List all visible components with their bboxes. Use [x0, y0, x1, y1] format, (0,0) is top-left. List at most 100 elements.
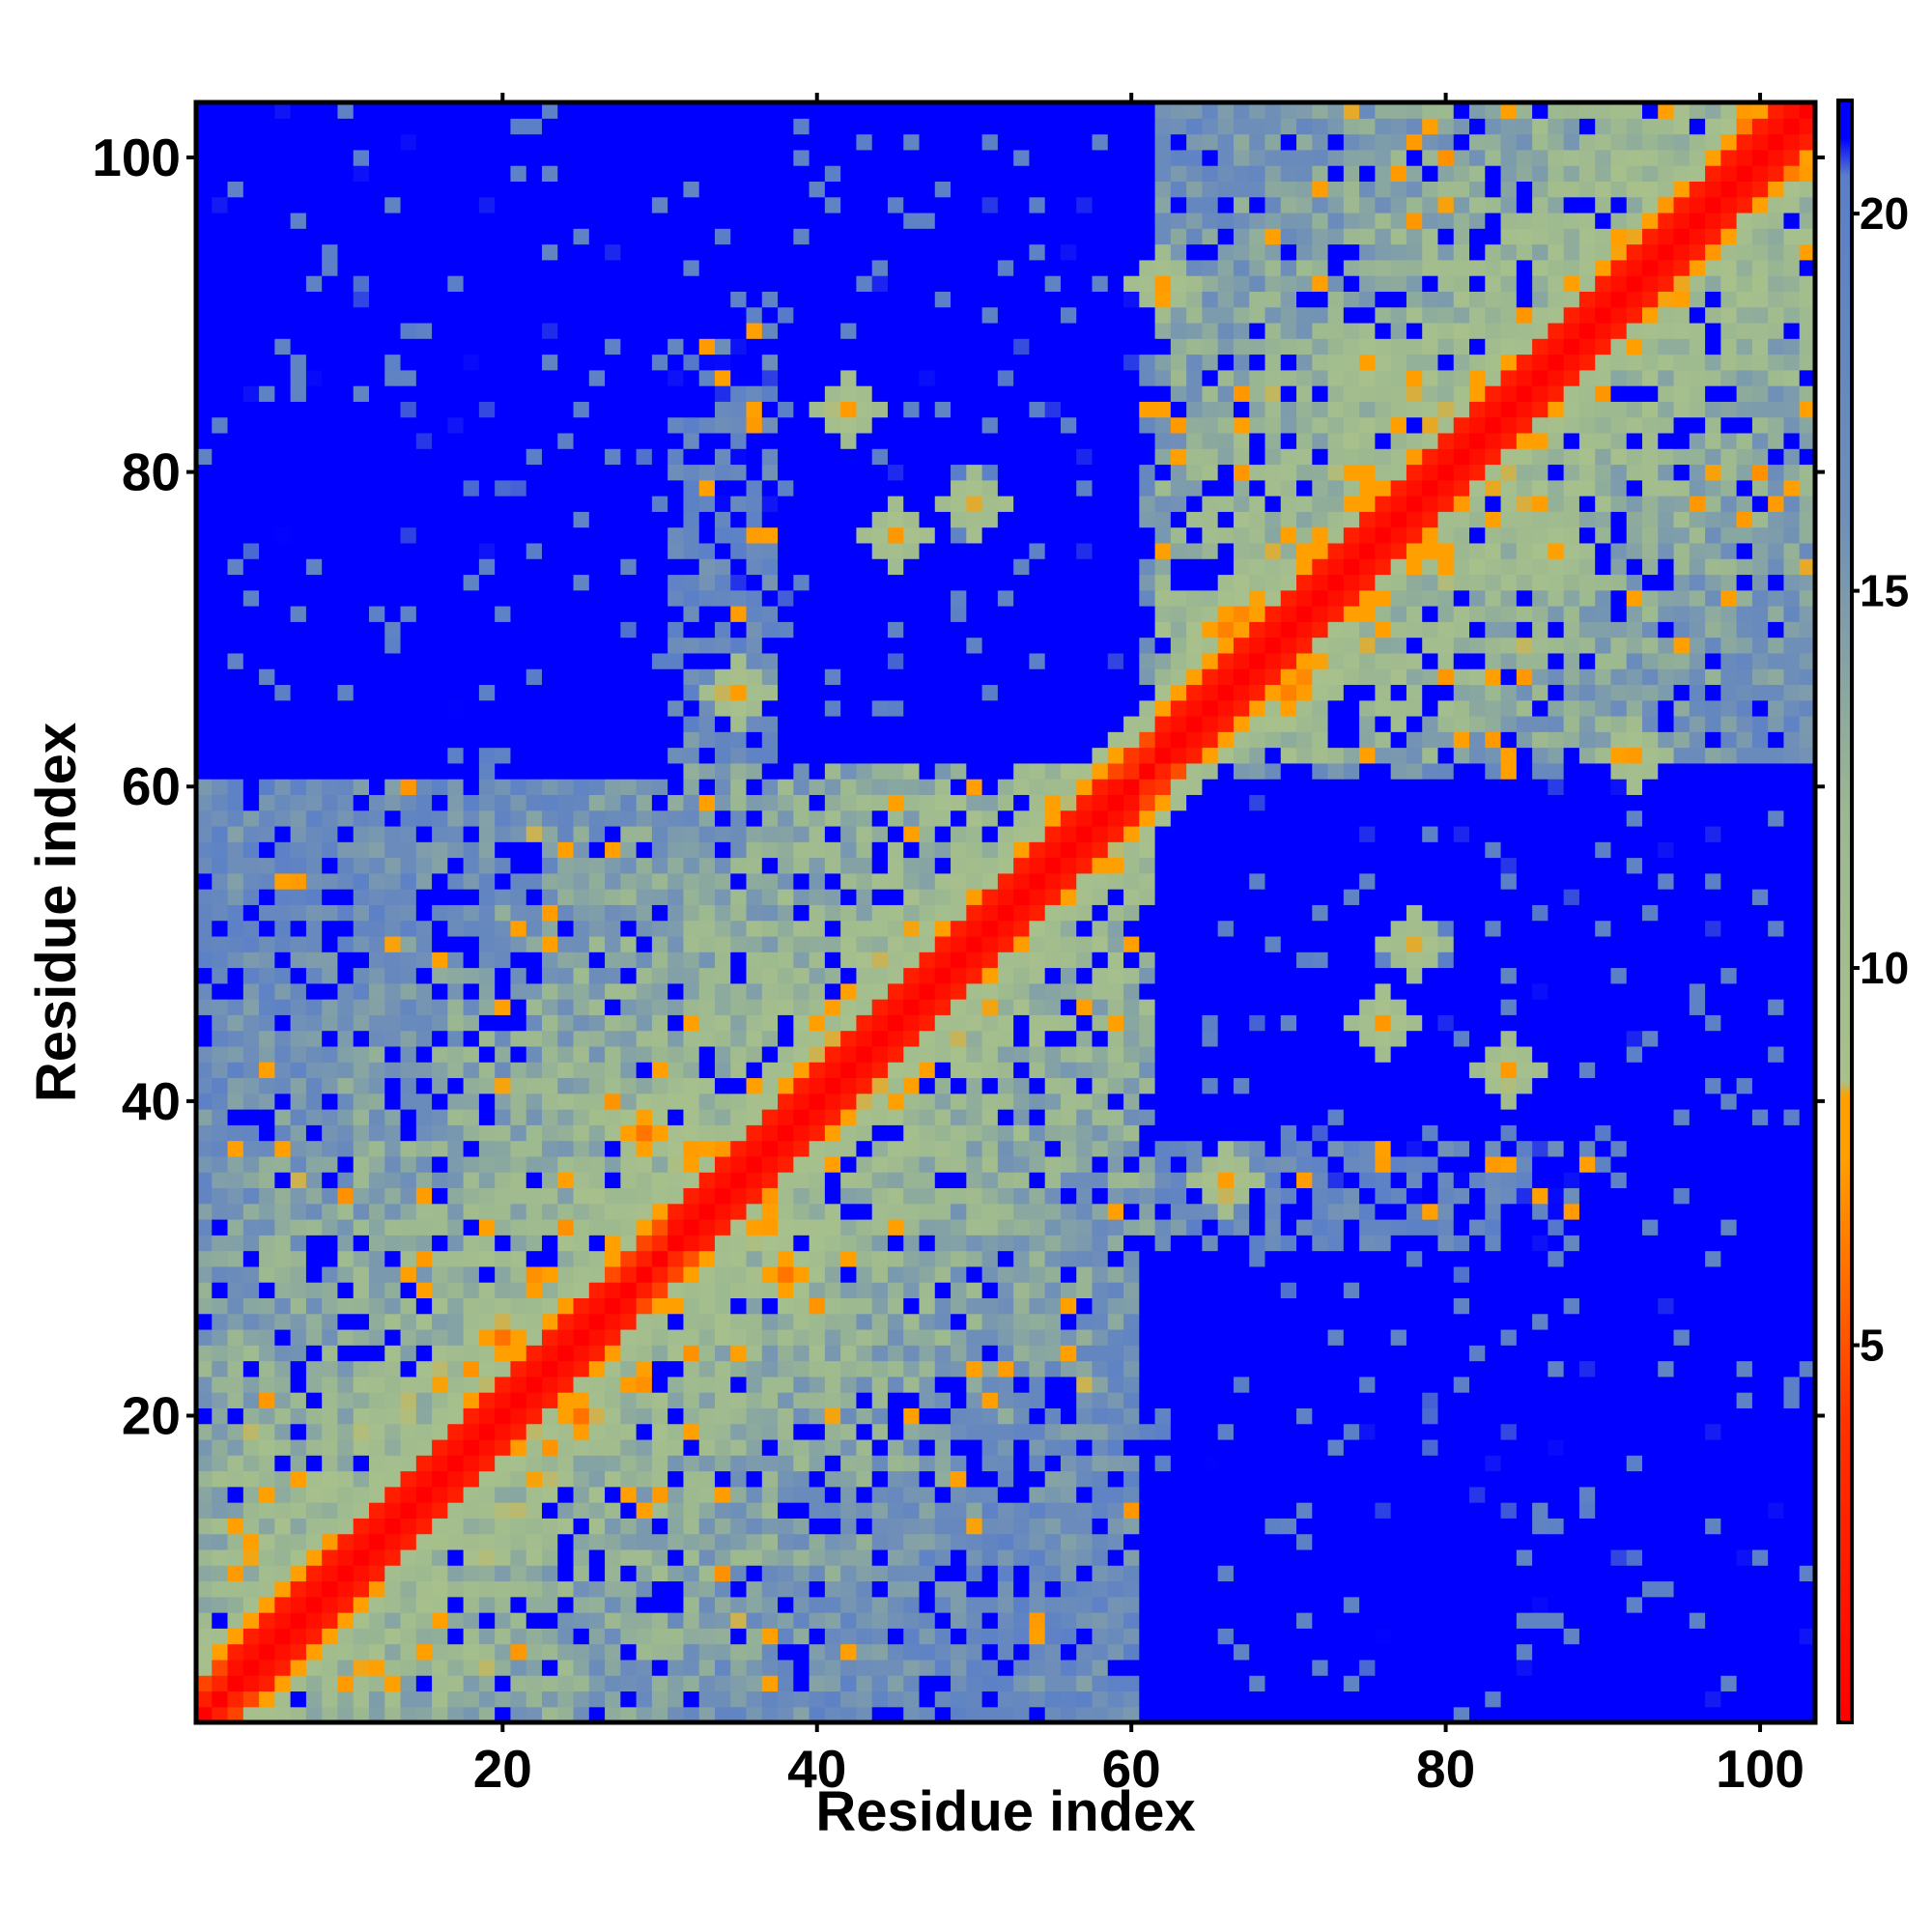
- heatmap-cell: [1029, 1392, 1046, 1408]
- heatmap-cell: [478, 1172, 496, 1189]
- heatmap-cell: [1390, 999, 1407, 1015]
- heatmap-cell: [495, 952, 512, 969]
- heatmap-cell: [1736, 1612, 1753, 1629]
- heatmap-cell: [557, 1565, 575, 1582]
- heatmap-cell: [541, 1518, 558, 1535]
- heatmap-cell: [432, 1438, 448, 1456]
- heatmap-cell: [212, 1265, 229, 1283]
- heatmap-cell: [415, 1172, 433, 1189]
- heatmap-cell: [368, 1030, 385, 1047]
- heatmap-cell: [1485, 1675, 1502, 1692]
- heatmap-cell: [541, 1077, 558, 1094]
- heatmap-cell: [196, 1265, 213, 1283]
- heatmap-cell: [368, 1407, 385, 1425]
- heatmap-cell: [809, 1565, 826, 1582]
- heatmap-cell: [1375, 1030, 1392, 1047]
- heatmap-cell: [322, 1077, 339, 1094]
- heatmap-cell: [1453, 1124, 1470, 1142]
- heatmap-cell: [1139, 1014, 1156, 1032]
- heatmap-cell: [730, 1612, 748, 1629]
- heatmap-cell: [1186, 1486, 1203, 1503]
- heatmap-cell: [746, 1455, 763, 1472]
- heatmap-cell: [620, 1282, 638, 1298]
- heatmap-cell: [212, 1155, 229, 1173]
- heatmap-cell: [761, 1172, 779, 1189]
- heatmap-cell: [557, 1014, 575, 1032]
- heatmap-cell: [1406, 1659, 1423, 1676]
- heatmap-cell: [981, 1014, 999, 1032]
- heatmap-cell: [1578, 1596, 1596, 1613]
- heatmap-cell: [557, 1706, 575, 1723]
- heatmap-cell: [400, 1235, 417, 1252]
- heatmap-cell: [510, 1706, 527, 1723]
- heatmap-cell: [432, 1533, 448, 1550]
- heatmap-cell: [809, 1643, 826, 1661]
- heatmap-cell: [746, 1392, 763, 1408]
- heatmap-cell: [1406, 982, 1423, 1000]
- heatmap-cell: [1783, 1297, 1801, 1315]
- heatmap-cell: [1359, 1045, 1376, 1063]
- heatmap-cell: [668, 999, 685, 1015]
- heatmap-cell: [227, 1470, 244, 1488]
- heatmap-cell: [1123, 982, 1140, 1000]
- heatmap-cell: [526, 1690, 543, 1708]
- heatmap-cell: [1768, 1218, 1785, 1236]
- heatmap-cell: [1406, 1155, 1423, 1173]
- heatmap-cell: [1013, 1706, 1031, 1723]
- heatmap-cell: [557, 999, 575, 1015]
- heatmap-cell: [778, 1376, 794, 1393]
- heatmap-cell: [1799, 1313, 1816, 1330]
- heatmap-cell: [196, 1659, 213, 1676]
- heatmap-cell: [290, 1030, 307, 1047]
- heatmap-cell: [668, 1155, 685, 1173]
- heatmap-cell: [1343, 1109, 1360, 1125]
- heatmap-cell: [1029, 1360, 1046, 1378]
- heatmap-cell: [1532, 1187, 1548, 1205]
- heatmap-cell: [730, 982, 748, 1000]
- heatmap-cell: [1705, 967, 1721, 984]
- heatmap-cell: [856, 1077, 873, 1094]
- heatmap-cell: [997, 1360, 1014, 1378]
- heatmap-cell: [871, 1486, 889, 1503]
- heatmap-cell: [447, 1265, 465, 1283]
- heatmap-cell: [1327, 1455, 1345, 1472]
- heatmap-cell: [1595, 1423, 1612, 1440]
- heatmap-cell: [951, 1345, 967, 1362]
- heatmap-cell: [778, 1407, 794, 1425]
- heatmap-cell: [1343, 1360, 1360, 1378]
- heatmap-cell: [447, 1690, 465, 1708]
- heatmap-cell: [510, 1580, 527, 1598]
- heatmap-cell: [714, 1643, 731, 1661]
- heatmap-cell: [447, 1124, 465, 1142]
- heatmap-cell: [274, 952, 292, 969]
- heatmap-cell: [1783, 1518, 1801, 1535]
- heatmap-cell: [605, 1533, 621, 1550]
- heatmap-cell: [1060, 1045, 1077, 1063]
- heatmap-cell: [1044, 1675, 1062, 1692]
- heatmap-cell: [1642, 1675, 1659, 1692]
- heatmap-cell: [1170, 1455, 1187, 1472]
- heatmap-cell: [573, 1328, 590, 1346]
- heatmap-cell: [259, 1612, 275, 1629]
- heatmap-cell: [698, 1438, 716, 1456]
- heatmap-cell: [1406, 1345, 1423, 1362]
- heatmap-cell: [526, 1502, 543, 1519]
- heatmap-cell: [1578, 1580, 1596, 1598]
- heatmap-cell: [337, 1109, 355, 1125]
- heatmap-cell: [824, 1328, 841, 1346]
- heatmap-cell: [1375, 1392, 1392, 1408]
- heatmap-cell: [840, 1438, 858, 1456]
- heatmap-cell: [227, 1155, 244, 1173]
- heatmap-cell: [778, 1345, 794, 1362]
- heatmap-cell: [1626, 1030, 1643, 1047]
- heatmap-cell: [887, 1455, 904, 1472]
- heatmap-cell: [1312, 999, 1329, 1015]
- heatmap-cell: [714, 1124, 731, 1142]
- heatmap-cell: [1312, 1643, 1329, 1661]
- heatmap-cell: [840, 1470, 858, 1488]
- heatmap-cell: [730, 1548, 748, 1566]
- heatmap-cell: [1516, 1643, 1533, 1661]
- heatmap-cell: [1406, 1077, 1423, 1094]
- heatmap-cell: [1673, 1565, 1690, 1582]
- heatmap-cell: [1076, 1376, 1094, 1393]
